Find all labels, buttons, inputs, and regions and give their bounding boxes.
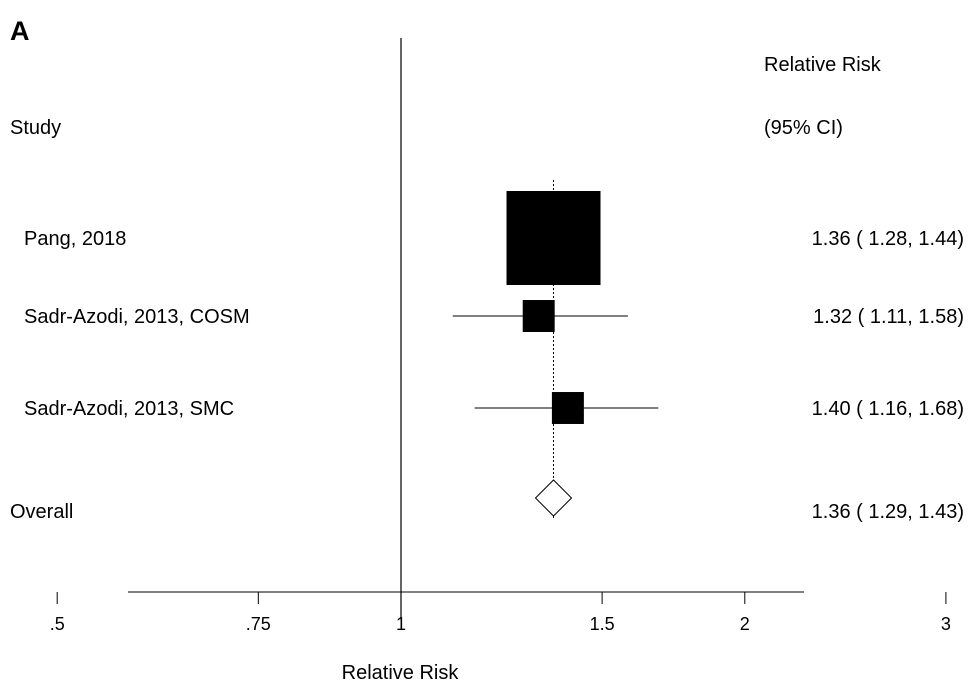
x-tick-label: 1 [396, 614, 406, 634]
header-ci: (95% CI) [764, 117, 843, 139]
x-tick-label: 1.5 [590, 614, 615, 634]
study-estimate-label: 1.40 ( 1.16, 1.68) [812, 398, 964, 420]
study-marker [551, 392, 584, 424]
header-study: Study [10, 117, 61, 139]
study-estimate-label: 1.36 ( 1.28, 1.44) [812, 228, 964, 250]
panel-label: A [10, 16, 30, 46]
study-marker [506, 191, 601, 285]
overall-name: Overall [10, 501, 73, 523]
overall-diamond [534, 479, 573, 517]
x-tick-label: 3 [941, 614, 951, 634]
study-name: Sadr-Azodi, 2013, SMC [24, 398, 234, 420]
header-relative-risk: Relative Risk [764, 54, 882, 76]
study-rows: Pang, 2018 1.36 ( 1.28, 1.44) Sadr-Azodi, … [10, 191, 964, 523]
x-axis-label: Relative Risk [342, 662, 460, 684]
x-tick-label: .75 [246, 614, 271, 634]
study-marker [522, 300, 555, 332]
study-name: Pang, 2018 [24, 228, 126, 250]
x-axis-ticks: .5 .75 1 1.5 2 3 [50, 592, 951, 634]
x-tick-label: 2 [740, 614, 750, 634]
study-estimate-label: 1.32 ( 1.11, 1.58) [813, 306, 964, 328]
overall-estimate-label: 1.36 ( 1.29, 1.43) [812, 501, 964, 523]
study-name: Sadr-Azodi, 2013, COSM [24, 306, 250, 328]
x-tick-label: .5 [50, 614, 65, 634]
